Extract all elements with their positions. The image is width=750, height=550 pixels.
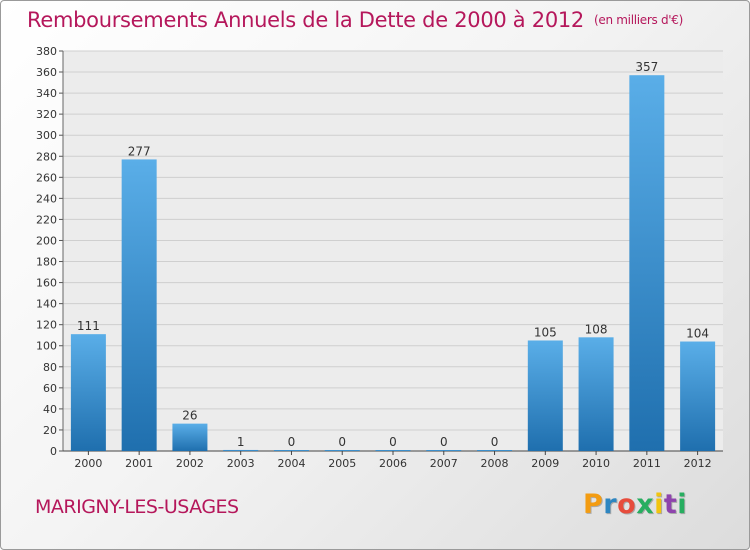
bar-2012 [680,341,716,451]
y-tick-label: 60 [43,382,57,395]
value-label-2002: 26 [182,409,197,423]
title-unit: (en milliers d'€) [594,13,684,27]
commune-name: MARIGNY-LES-USAGES [35,496,239,518]
x-tick-label-2006: 2006 [379,457,407,470]
y-tick-label: 240 [36,192,57,205]
logo-letter: t [663,489,678,520]
x-tick-label-2011: 2011 [633,457,661,470]
y-tick-label: 280 [36,150,57,163]
value-label-2005: 0 [338,435,346,449]
chart-title: Remboursements Annuels de la Dette de 20… [27,8,683,32]
value-label-2007: 0 [440,435,448,449]
x-tick-label-2007: 2007 [430,457,458,470]
proxiti-logo: Proxiti [583,489,687,520]
bar-2007 [426,450,462,451]
y-tick-label: 300 [36,129,57,142]
y-tick-label: 160 [36,277,57,290]
value-label-2006: 0 [389,435,397,449]
x-tick-label-2000: 2000 [74,457,102,470]
logo-letter: r [603,489,618,520]
value-label-2001: 277 [128,144,151,158]
bar-2005 [324,450,360,451]
bar-2001 [121,159,157,451]
bar-2010 [578,337,614,451]
y-tick-label: 360 [36,66,57,79]
logo-letter: i [654,489,664,520]
x-tick-label-2003: 2003 [227,457,255,470]
y-tick-label: 140 [36,298,57,311]
y-tick-label: 320 [36,108,57,121]
y-tick-label: 100 [36,340,57,353]
bar-2006 [375,450,411,451]
x-tick-label-2009: 2009 [531,457,559,470]
value-label-2012: 104 [686,327,709,341]
bar-2011 [629,75,665,452]
value-label-2009: 105 [534,325,557,339]
bar-2003 [223,449,259,451]
y-tick-label: 220 [36,213,57,226]
value-label-2000: 111 [77,319,100,333]
y-tick-label: 120 [36,319,57,332]
x-tick-label-2002: 2002 [176,457,204,470]
value-label-2011: 357 [635,60,658,74]
y-tick-label: 80 [43,361,57,374]
y-tick-label: 340 [36,87,57,100]
y-tick-label: 260 [36,171,57,184]
y-tick-label: 200 [36,234,57,247]
x-tick-label-2008: 2008 [481,457,509,470]
logo-letter: o [617,489,637,520]
logo-letter: x [636,489,655,520]
bar-2004 [273,450,309,451]
y-tick-label: 180 [36,256,57,269]
logo-letter: i [677,489,688,520]
bar-2009 [527,340,563,451]
x-tick-label-2010: 2010 [582,457,610,470]
y-tick-label: 0 [50,445,57,458]
bar-2002 [172,423,208,451]
x-tick-label-2001: 2001 [125,457,153,470]
bar-2008 [477,450,513,451]
y-tick-label: 380 [36,45,57,58]
value-label-2008: 0 [491,435,499,449]
bar-2000 [70,334,106,451]
plot-area [63,51,723,451]
value-label-2010: 108 [585,322,608,336]
y-tick-label: 40 [43,403,57,416]
value-label-2003: 1 [237,435,245,449]
x-tick-label-2005: 2005 [328,457,356,470]
x-tick-label-2004: 2004 [277,457,305,470]
value-label-2004: 0 [288,435,296,449]
x-tick-label-2012: 2012 [684,457,712,470]
logo-letter: P [583,489,604,520]
title-text: Remboursements Annuels de la Dette de 20… [27,8,584,32]
y-tick-label: 20 [43,424,57,437]
